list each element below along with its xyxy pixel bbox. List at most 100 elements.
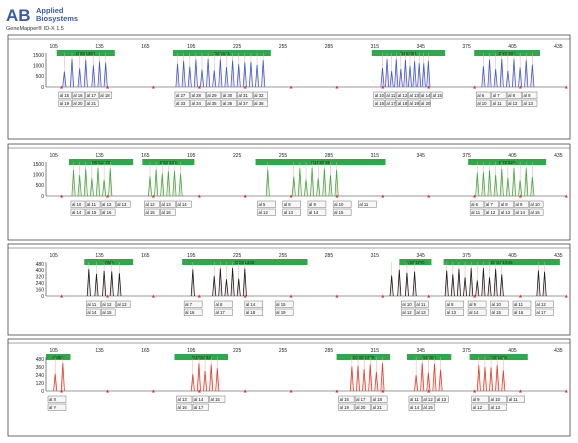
allele-label-box[interactable] bbox=[471, 403, 489, 411]
marker-bar[interactable] bbox=[468, 159, 547, 165]
allele-label-box[interactable] bbox=[221, 99, 237, 107]
allele-label-box[interactable] bbox=[101, 300, 116, 308]
allele-label-box[interactable] bbox=[58, 99, 72, 107]
marker-bar[interactable] bbox=[474, 50, 540, 56]
allele-label-box[interactable] bbox=[358, 200, 377, 208]
allele-label-box[interactable] bbox=[484, 200, 499, 208]
allele-label-box[interactable] bbox=[176, 200, 192, 208]
allele-label-box[interactable] bbox=[385, 99, 397, 107]
allele-label-box[interactable] bbox=[100, 208, 116, 216]
allele-label-box[interactable] bbox=[174, 91, 190, 99]
allele-label-box[interactable] bbox=[100, 200, 116, 208]
marker-bar[interactable] bbox=[371, 50, 446, 56]
allele-label-box[interactable] bbox=[257, 200, 276, 208]
allele-label-box[interactable] bbox=[431, 91, 443, 99]
allele-label-box[interactable] bbox=[252, 99, 269, 107]
allele-label-box[interactable] bbox=[332, 200, 352, 208]
allele-label-box[interactable] bbox=[237, 99, 253, 107]
allele-label-box[interactable] bbox=[469, 208, 485, 216]
allele-label-box[interactable] bbox=[396, 99, 408, 107]
marker-bar[interactable] bbox=[406, 354, 452, 360]
allele-label-box[interactable] bbox=[183, 308, 203, 316]
allele-label-box[interactable] bbox=[282, 200, 301, 208]
allele-label-box[interactable] bbox=[415, 308, 429, 316]
allele-label-box[interactable] bbox=[86, 308, 101, 316]
allele-label-box[interactable] bbox=[252, 91, 269, 99]
allele-label-box[interactable] bbox=[274, 300, 294, 308]
allele-label-box[interactable] bbox=[506, 99, 522, 107]
allele-label-box[interactable] bbox=[408, 99, 420, 107]
allele-label-box[interactable] bbox=[419, 91, 431, 99]
allele-label-box[interactable] bbox=[476, 99, 491, 107]
allele-label-box[interactable] bbox=[401, 308, 415, 316]
allele-label-box[interactable] bbox=[467, 308, 487, 316]
allele-label-box[interactable] bbox=[385, 91, 397, 99]
allele-label-box[interactable] bbox=[144, 208, 160, 216]
allele-label-box[interactable] bbox=[99, 91, 113, 99]
allele-label-box[interactable] bbox=[85, 208, 101, 216]
allele-label-box[interactable] bbox=[354, 395, 371, 403]
allele-label-box[interactable] bbox=[476, 91, 491, 99]
allele-label-box[interactable] bbox=[307, 200, 327, 208]
allele-label-box[interactable] bbox=[408, 403, 422, 411]
allele-label-box[interactable] bbox=[401, 300, 415, 308]
allele-label-box[interactable] bbox=[47, 403, 67, 411]
allele-label-box[interactable] bbox=[244, 308, 264, 316]
allele-label-box[interactable] bbox=[507, 395, 525, 403]
allele-label-box[interactable] bbox=[174, 99, 190, 107]
allele-label-box[interactable] bbox=[371, 395, 388, 403]
allele-label-box[interactable] bbox=[529, 200, 544, 208]
allele-label-box[interactable] bbox=[499, 200, 514, 208]
allele-label-box[interactable] bbox=[160, 208, 176, 216]
allele-label-box[interactable] bbox=[415, 300, 429, 308]
marker-bar[interactable] bbox=[174, 354, 228, 360]
allele-label-box[interactable] bbox=[445, 300, 464, 308]
allele-label-box[interactable] bbox=[221, 91, 237, 99]
allele-label-box[interactable] bbox=[190, 99, 206, 107]
allele-label-box[interactable] bbox=[58, 91, 72, 99]
allele-label-box[interactable] bbox=[307, 208, 327, 216]
marker-bar[interactable] bbox=[68, 159, 134, 165]
allele-label-box[interactable] bbox=[192, 395, 209, 403]
allele-label-box[interactable] bbox=[535, 300, 554, 308]
marker-bar[interactable] bbox=[46, 354, 71, 360]
allele-label-box[interactable] bbox=[86, 300, 101, 308]
allele-label-box[interactable] bbox=[514, 208, 529, 216]
marker-bar[interactable] bbox=[399, 259, 432, 265]
marker-bar[interactable] bbox=[255, 159, 386, 165]
allele-label-box[interactable] bbox=[484, 208, 499, 216]
allele-label-box[interactable] bbox=[522, 99, 538, 107]
allele-label-box[interactable] bbox=[529, 208, 544, 216]
allele-label-box[interactable] bbox=[491, 91, 507, 99]
allele-label-box[interactable] bbox=[183, 300, 203, 308]
allele-label-box[interactable] bbox=[209, 395, 226, 403]
allele-label-box[interactable] bbox=[274, 308, 294, 316]
allele-label-box[interactable] bbox=[396, 91, 408, 99]
marker-bar[interactable] bbox=[172, 50, 271, 56]
allele-label-box[interactable] bbox=[72, 91, 85, 99]
allele-label-box[interactable] bbox=[419, 99, 431, 107]
allele-label-box[interactable] bbox=[85, 200, 101, 208]
allele-label-box[interactable] bbox=[512, 300, 532, 308]
allele-label-box[interactable] bbox=[338, 403, 355, 411]
allele-label-box[interactable] bbox=[506, 91, 522, 99]
allele-label-box[interactable] bbox=[371, 403, 388, 411]
allele-label-box[interactable] bbox=[499, 208, 514, 216]
allele-label-box[interactable] bbox=[338, 395, 355, 403]
allele-label-box[interactable] bbox=[408, 91, 420, 99]
allele-label-box[interactable] bbox=[354, 403, 371, 411]
marker-bar[interactable] bbox=[336, 354, 391, 360]
allele-label-box[interactable] bbox=[332, 208, 352, 216]
allele-label-box[interactable] bbox=[115, 300, 131, 308]
allele-label-box[interactable] bbox=[435, 395, 449, 403]
allele-label-box[interactable] bbox=[101, 308, 116, 316]
allele-label-box[interactable] bbox=[176, 395, 193, 403]
allele-label-box[interactable] bbox=[257, 208, 276, 216]
allele-label-box[interactable] bbox=[422, 395, 436, 403]
allele-label-box[interactable] bbox=[373, 99, 385, 107]
allele-label-box[interactable] bbox=[490, 300, 509, 308]
allele-label-box[interactable] bbox=[115, 200, 131, 208]
allele-label-box[interactable] bbox=[176, 403, 193, 411]
allele-label-box[interactable] bbox=[70, 200, 86, 208]
allele-label-box[interactable] bbox=[72, 99, 85, 107]
